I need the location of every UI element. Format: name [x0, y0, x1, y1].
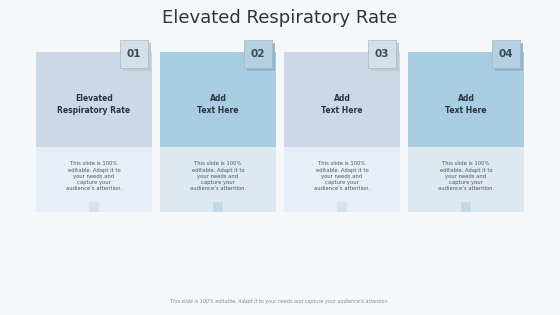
Bar — [371, 43, 399, 71]
Bar — [160, 52, 276, 147]
Bar — [36, 147, 152, 212]
Text: 04: 04 — [499, 49, 514, 59]
Text: Elevated
Respiratory Rate: Elevated Respiratory Rate — [58, 94, 130, 115]
Bar — [89, 202, 99, 212]
Text: This slide is 100%
editable. Adapt it to
your needs and
capture your
audience’s : This slide is 100% editable. Adapt it to… — [438, 161, 494, 191]
Text: Elevated Respiratory Rate: Elevated Respiratory Rate — [162, 9, 398, 27]
Bar — [213, 202, 223, 212]
Text: 01: 01 — [127, 49, 141, 59]
Bar — [160, 147, 276, 212]
Bar — [495, 43, 523, 71]
Bar — [123, 43, 151, 71]
Text: Add
Text Here: Add Text Here — [445, 94, 487, 115]
Bar — [461, 202, 471, 212]
Text: Add
Text Here: Add Text Here — [197, 94, 239, 115]
Bar — [284, 52, 400, 147]
Text: This slide is 100% editable. Adapt it to your needs and capture your audience’s : This slide is 100% editable. Adapt it to… — [170, 300, 390, 305]
Bar — [337, 202, 347, 212]
Bar — [408, 52, 524, 147]
Text: This slide is 100%
editable. Adapt it to
your needs and
capture your
audience’s : This slide is 100% editable. Adapt it to… — [190, 161, 246, 191]
Bar — [492, 40, 520, 68]
Text: This slide is 100%
editable. Adapt it to
your needs and
capture your
audience’s : This slide is 100% editable. Adapt it to… — [314, 161, 370, 191]
Bar — [120, 40, 148, 68]
Text: 03: 03 — [375, 49, 389, 59]
Bar — [368, 40, 396, 68]
Text: 02: 02 — [251, 49, 265, 59]
Text: This slide is 100%
editable. Adapt it to
your needs and
capture your
audience’s : This slide is 100% editable. Adapt it to… — [66, 161, 122, 191]
Bar — [284, 147, 400, 212]
Bar — [247, 43, 275, 71]
Bar — [408, 147, 524, 212]
Bar — [36, 52, 152, 147]
Text: Add
Text Here: Add Text Here — [321, 94, 363, 115]
Bar — [244, 40, 272, 68]
